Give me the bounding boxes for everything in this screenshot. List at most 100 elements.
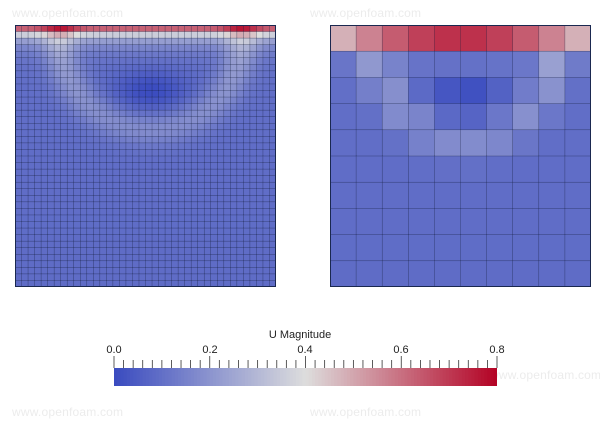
mesh-cell <box>262 90 271 98</box>
mesh-cell <box>262 168 271 177</box>
mesh-cell <box>217 50 225 59</box>
mesh-cell <box>138 188 147 196</box>
mesh-cell <box>66 77 75 85</box>
mesh-cell <box>236 208 244 216</box>
mesh-cell <box>47 221 55 229</box>
mesh-cell <box>164 103 173 111</box>
mesh-cell <box>217 109 225 118</box>
colorbar-segment <box>471 368 476 386</box>
colorbar-segment <box>414 368 418 386</box>
mesh-cell <box>93 260 101 268</box>
mesh-cell <box>40 96 49 105</box>
mesh-cell <box>86 50 94 59</box>
mesh-cell <box>40 77 49 85</box>
mesh-cell <box>27 90 36 98</box>
mesh-cell <box>177 168 186 177</box>
mesh-cell <box>158 149 166 157</box>
mesh-cell <box>197 273 205 281</box>
fine-mesh-velocity-render[interactable] <box>15 25 276 287</box>
mesh-cell <box>27 234 36 242</box>
mesh-cell <box>256 37 264 46</box>
mesh-cell <box>184 273 192 281</box>
mesh-cell <box>119 201 127 209</box>
mesh-cell <box>93 175 101 183</box>
mesh-cell <box>249 116 257 124</box>
mesh-cell <box>66 201 75 209</box>
mesh-cell <box>151 77 160 85</box>
mesh-cell <box>34 201 42 209</box>
mesh-cell <box>190 195 199 203</box>
mesh-cell <box>53 227 62 236</box>
coarse-mesh-velocity-render[interactable] <box>330 25 591 287</box>
mesh-cell <box>408 155 435 183</box>
mesh-cell <box>73 142 81 151</box>
mesh-cell <box>164 181 173 190</box>
mesh-cell <box>512 234 540 262</box>
mesh-cell <box>177 149 186 157</box>
mesh-cell <box>355 50 383 78</box>
mesh-cell <box>230 247 238 255</box>
colorbar-segment <box>299 368 303 386</box>
mesh-cell <box>171 109 179 118</box>
mesh-cell <box>262 247 271 255</box>
mesh-cell <box>21 162 29 170</box>
mesh-cell <box>27 57 36 65</box>
mesh-cell <box>138 83 147 92</box>
mesh-cell <box>197 64 205 72</box>
mesh-cell <box>256 44 264 52</box>
mesh-cell <box>184 201 192 209</box>
mesh-cell <box>34 155 42 164</box>
mesh-cell <box>164 201 173 209</box>
mesh-cell <box>190 208 199 216</box>
mesh-cell <box>262 44 271 52</box>
mesh-cell <box>355 208 383 236</box>
mesh-cell <box>99 260 107 268</box>
mesh-cell <box>158 37 166 46</box>
mesh-cell <box>197 162 205 170</box>
mesh-cell <box>27 109 36 118</box>
mesh-cell <box>236 129 244 137</box>
mesh-cell <box>145 208 153 216</box>
mesh-cell <box>34 50 42 59</box>
mesh-cell <box>460 181 488 209</box>
mesh-cell <box>408 25 435 52</box>
mesh-cell <box>190 90 199 98</box>
mesh-cell <box>236 267 244 275</box>
mesh-cell <box>106 109 114 118</box>
mesh-cell <box>47 90 55 98</box>
mesh-cell <box>210 96 218 105</box>
mesh-cell <box>197 129 205 137</box>
mesh-cell <box>53 254 62 262</box>
mesh-cell <box>27 208 36 216</box>
mesh-cell <box>112 37 120 46</box>
mesh-cell <box>47 208 55 216</box>
mesh-cell <box>243 181 251 190</box>
mesh-cell <box>93 201 101 209</box>
colorbar-segment <box>490 368 495 386</box>
mesh-cell <box>53 221 62 229</box>
mesh-cell <box>256 260 264 268</box>
mesh-cell <box>93 254 101 262</box>
colorbar-segment <box>366 368 370 386</box>
mesh-cell <box>34 25 42 33</box>
mesh-cell <box>249 188 257 196</box>
mesh-cell <box>184 254 192 262</box>
mesh-cell <box>15 77 23 85</box>
mesh-cell <box>408 77 435 105</box>
mesh-cell <box>27 77 36 85</box>
mesh-cell <box>86 273 94 281</box>
mesh-cell <box>190 31 199 39</box>
colorbar-segment <box>391 368 396 386</box>
mesh-cell <box>151 109 160 118</box>
mesh-cell <box>564 234 591 262</box>
mesh-cell <box>223 31 231 39</box>
colorbar-segment <box>442 368 447 386</box>
mesh-cell <box>132 214 140 223</box>
mesh-cell <box>164 149 173 157</box>
mesh-cell <box>86 129 94 137</box>
mesh-cell <box>223 77 231 85</box>
mesh-cell <box>190 44 199 52</box>
mesh-cell <box>106 227 114 236</box>
mesh-cell <box>210 195 218 203</box>
mesh-cell <box>21 103 29 111</box>
